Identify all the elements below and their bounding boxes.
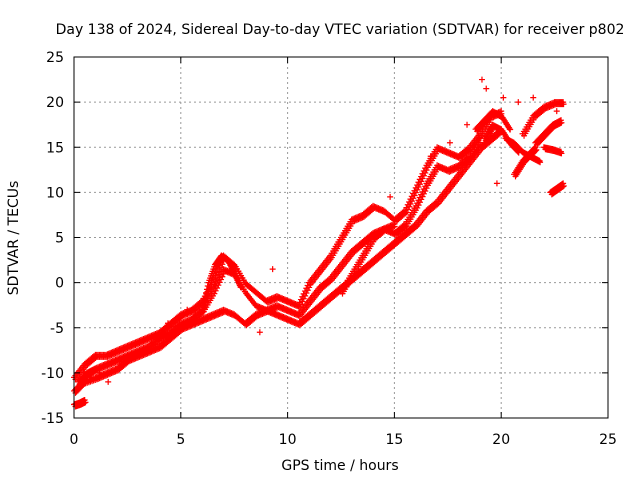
data-point [205,288,212,295]
x-axis-label: GPS time / hours [281,458,398,474]
data-point [164,320,171,327]
y-tick-label: 15 [46,140,64,156]
data-point [88,374,95,381]
x-tick-label: 5 [176,432,185,448]
tick-labels: 0 5 10 15 20 25 -15 -10 -5 0 5 10 15 20 25 [41,50,617,448]
data-point [506,126,513,133]
y-tick-label: 20 [46,95,64,111]
data-point [493,180,500,187]
data-point [427,153,434,160]
data-point [204,291,211,298]
x-tick-label: 20 [492,432,510,448]
data-point [464,121,471,128]
data-point [269,266,276,273]
data-point [515,99,522,106]
x-tick-label: 10 [279,432,297,448]
x-tick-label: 25 [599,432,617,448]
data-point [560,180,567,187]
data-point [446,139,453,146]
data-point [203,298,210,305]
data-point [530,94,537,101]
data-point [202,301,209,308]
y-tick-label: -5 [50,321,64,337]
data-point [256,329,263,336]
data-points [71,76,567,410]
data-point [536,157,543,164]
data-point [558,117,565,124]
data-point [201,305,208,312]
x-tick-label: 15 [385,432,403,448]
y-tick-label: -10 [41,366,64,382]
data-point [184,306,191,313]
x-tick-label: 0 [70,432,79,448]
data-point [96,369,103,376]
y-tick-label: 5 [55,231,64,247]
data-point [478,76,485,83]
data-point [532,144,539,151]
y-tick-label: 0 [55,276,64,292]
data-point [553,108,560,115]
data-point [500,94,507,101]
data-point [206,285,213,292]
y-tick-label: 10 [46,185,64,201]
data-point [483,85,490,92]
data-point [105,378,112,385]
data-point [237,284,244,291]
y-tick-label: 25 [46,50,64,66]
data-point [558,148,565,155]
chart-title: Day 138 of 2024, Sidereal Day-to-day VTE… [56,22,625,38]
y-axis-label: SDTVAR / TECUs [6,181,22,296]
axis-ticks [73,56,609,419]
data-point [81,396,88,403]
data-point [560,99,567,106]
data-point [200,308,207,315]
data-point [391,220,398,227]
data-point [203,295,210,302]
data-point [387,193,394,200]
data-point [81,369,88,376]
y-tick-label: -15 [41,411,64,427]
